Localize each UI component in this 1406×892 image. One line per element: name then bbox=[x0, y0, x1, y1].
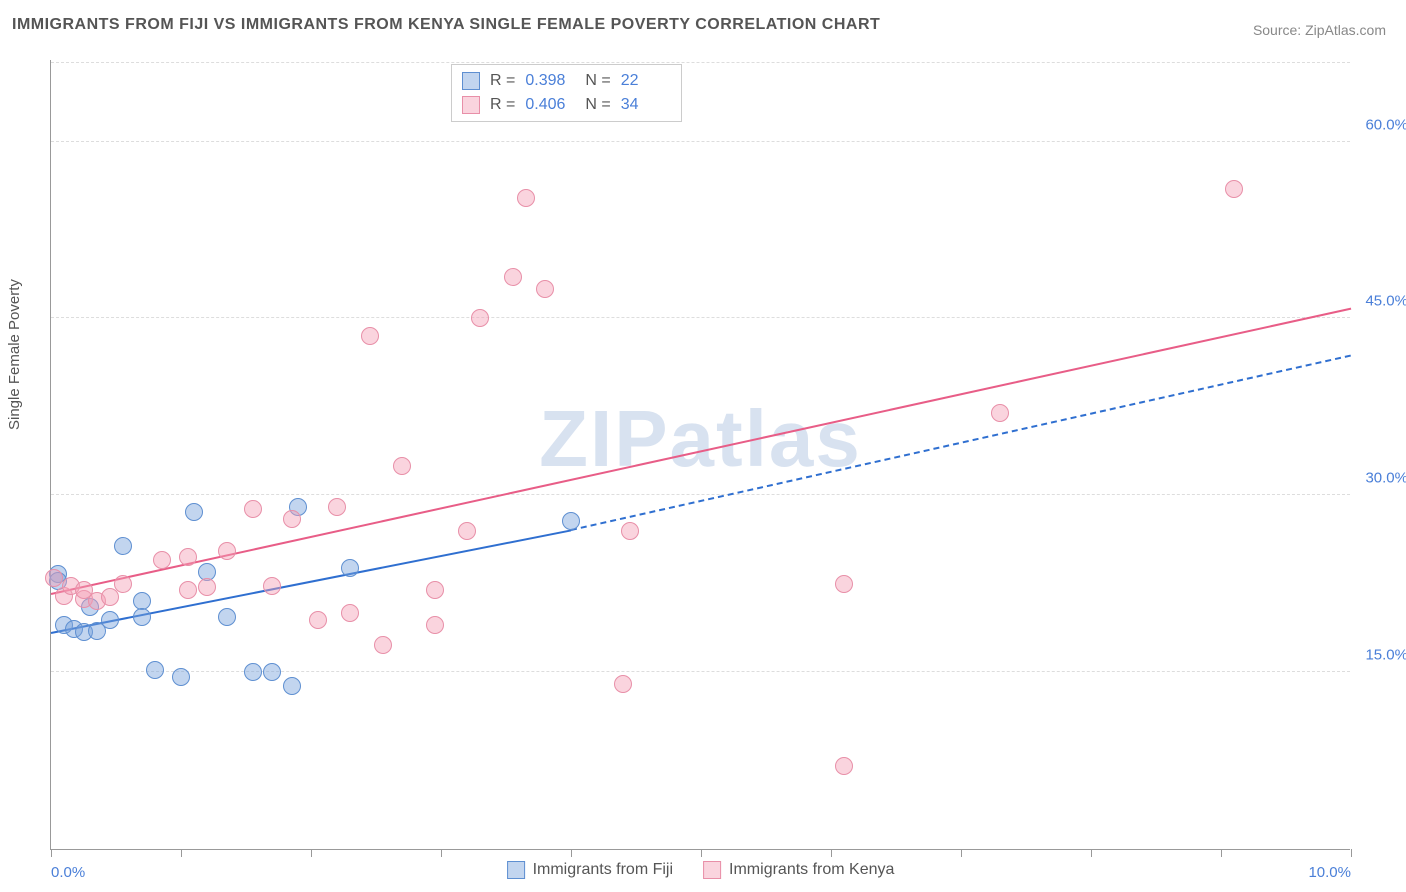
legend-swatch bbox=[462, 96, 480, 114]
y-tick-label: 45.0% bbox=[1365, 293, 1406, 310]
data-point bbox=[1225, 180, 1243, 198]
data-point bbox=[835, 757, 853, 775]
data-point bbox=[263, 663, 281, 681]
stat-r-value: 0.406 bbox=[525, 96, 575, 114]
y-tick-label: 15.0% bbox=[1365, 647, 1406, 664]
stat-row: R = 0.406 N = 34 bbox=[462, 93, 671, 117]
data-point bbox=[393, 457, 411, 475]
source-attribution: Source: ZipAtlas.com bbox=[1253, 22, 1386, 38]
legend-label: Immigrants from Kenya bbox=[729, 861, 894, 879]
data-point bbox=[341, 559, 359, 577]
data-point bbox=[172, 668, 190, 686]
y-axis-label: Single Female Poverty bbox=[6, 279, 23, 430]
legend-item: Immigrants from Fiji bbox=[507, 861, 673, 879]
correlation-stat-box: R = 0.398 N = 22 R = 0.406 N = 34 bbox=[451, 64, 682, 122]
y-tick-label: 60.0% bbox=[1365, 116, 1406, 133]
stat-r-label: R = bbox=[490, 72, 515, 90]
x-tick bbox=[571, 849, 572, 857]
data-point bbox=[218, 542, 236, 560]
x-tick bbox=[51, 849, 52, 857]
data-point bbox=[283, 677, 301, 695]
data-point bbox=[244, 663, 262, 681]
stat-r-value: 0.398 bbox=[525, 72, 575, 90]
y-tick-label: 30.0% bbox=[1365, 470, 1406, 487]
data-point bbox=[263, 577, 281, 595]
x-tick-label: 10.0% bbox=[1308, 864, 1351, 881]
stat-n-label: N = bbox=[585, 72, 610, 90]
data-point bbox=[179, 548, 197, 566]
data-point bbox=[562, 512, 580, 530]
x-tick bbox=[441, 849, 442, 857]
data-point bbox=[471, 309, 489, 327]
legend-item: Immigrants from Kenya bbox=[703, 861, 894, 879]
x-tick bbox=[181, 849, 182, 857]
data-point bbox=[621, 522, 639, 540]
chart-root: IMMIGRANTS FROM FIJI VS IMMIGRANTS FROM … bbox=[0, 0, 1406, 892]
trend-line-extrapolated bbox=[571, 355, 1351, 531]
data-point bbox=[114, 537, 132, 555]
gridline bbox=[51, 317, 1350, 318]
plot-area: ZIPatlas R =0.398N =22R =0.406N =34 Immi… bbox=[50, 60, 1350, 850]
data-point bbox=[179, 581, 197, 599]
data-point bbox=[426, 581, 444, 599]
data-point bbox=[835, 575, 853, 593]
x-tick bbox=[1091, 849, 1092, 857]
stat-r-label: R = bbox=[490, 96, 515, 114]
x-tick bbox=[701, 849, 702, 857]
trend-line bbox=[51, 308, 1351, 595]
data-point bbox=[283, 510, 301, 528]
legend-swatch bbox=[462, 72, 480, 90]
legend-swatch bbox=[507, 861, 525, 879]
data-point bbox=[458, 522, 476, 540]
data-point bbox=[361, 327, 379, 345]
data-point bbox=[198, 578, 216, 596]
data-point bbox=[45, 569, 63, 587]
data-point bbox=[153, 551, 171, 569]
stat-n-label: N = bbox=[585, 96, 610, 114]
gridline bbox=[51, 141, 1350, 142]
legend-swatch bbox=[703, 861, 721, 879]
data-point bbox=[374, 636, 392, 654]
x-tick bbox=[1221, 849, 1222, 857]
chart-title: IMMIGRANTS FROM FIJI VS IMMIGRANTS FROM … bbox=[12, 16, 880, 34]
data-point bbox=[185, 503, 203, 521]
data-point bbox=[341, 604, 359, 622]
data-point bbox=[328, 498, 346, 516]
data-point bbox=[614, 675, 632, 693]
data-point bbox=[114, 575, 132, 593]
stat-n-value: 34 bbox=[621, 96, 671, 114]
x-tick bbox=[1351, 849, 1352, 857]
stat-n-value: 22 bbox=[621, 72, 671, 90]
x-tick bbox=[831, 849, 832, 857]
x-tick-label: 0.0% bbox=[51, 864, 85, 881]
data-point bbox=[101, 611, 119, 629]
watermark-text: ZIPatlas bbox=[539, 393, 862, 485]
stat-row: R = 0.398 N = 22 bbox=[462, 69, 671, 93]
data-point bbox=[133, 608, 151, 626]
data-point bbox=[517, 189, 535, 207]
legend-label: Immigrants from Fiji bbox=[533, 861, 673, 879]
x-tick bbox=[961, 849, 962, 857]
data-point bbox=[309, 611, 327, 629]
data-point bbox=[504, 268, 522, 286]
bottom-legend: Immigrants from Fiji Immigrants from Keny… bbox=[497, 861, 905, 879]
data-point bbox=[146, 661, 164, 679]
data-point bbox=[536, 280, 554, 298]
data-point bbox=[991, 404, 1009, 422]
data-point bbox=[244, 500, 262, 518]
gridline bbox=[51, 62, 1350, 63]
data-point bbox=[426, 616, 444, 634]
gridline bbox=[51, 494, 1350, 495]
x-tick bbox=[311, 849, 312, 857]
data-point bbox=[218, 608, 236, 626]
